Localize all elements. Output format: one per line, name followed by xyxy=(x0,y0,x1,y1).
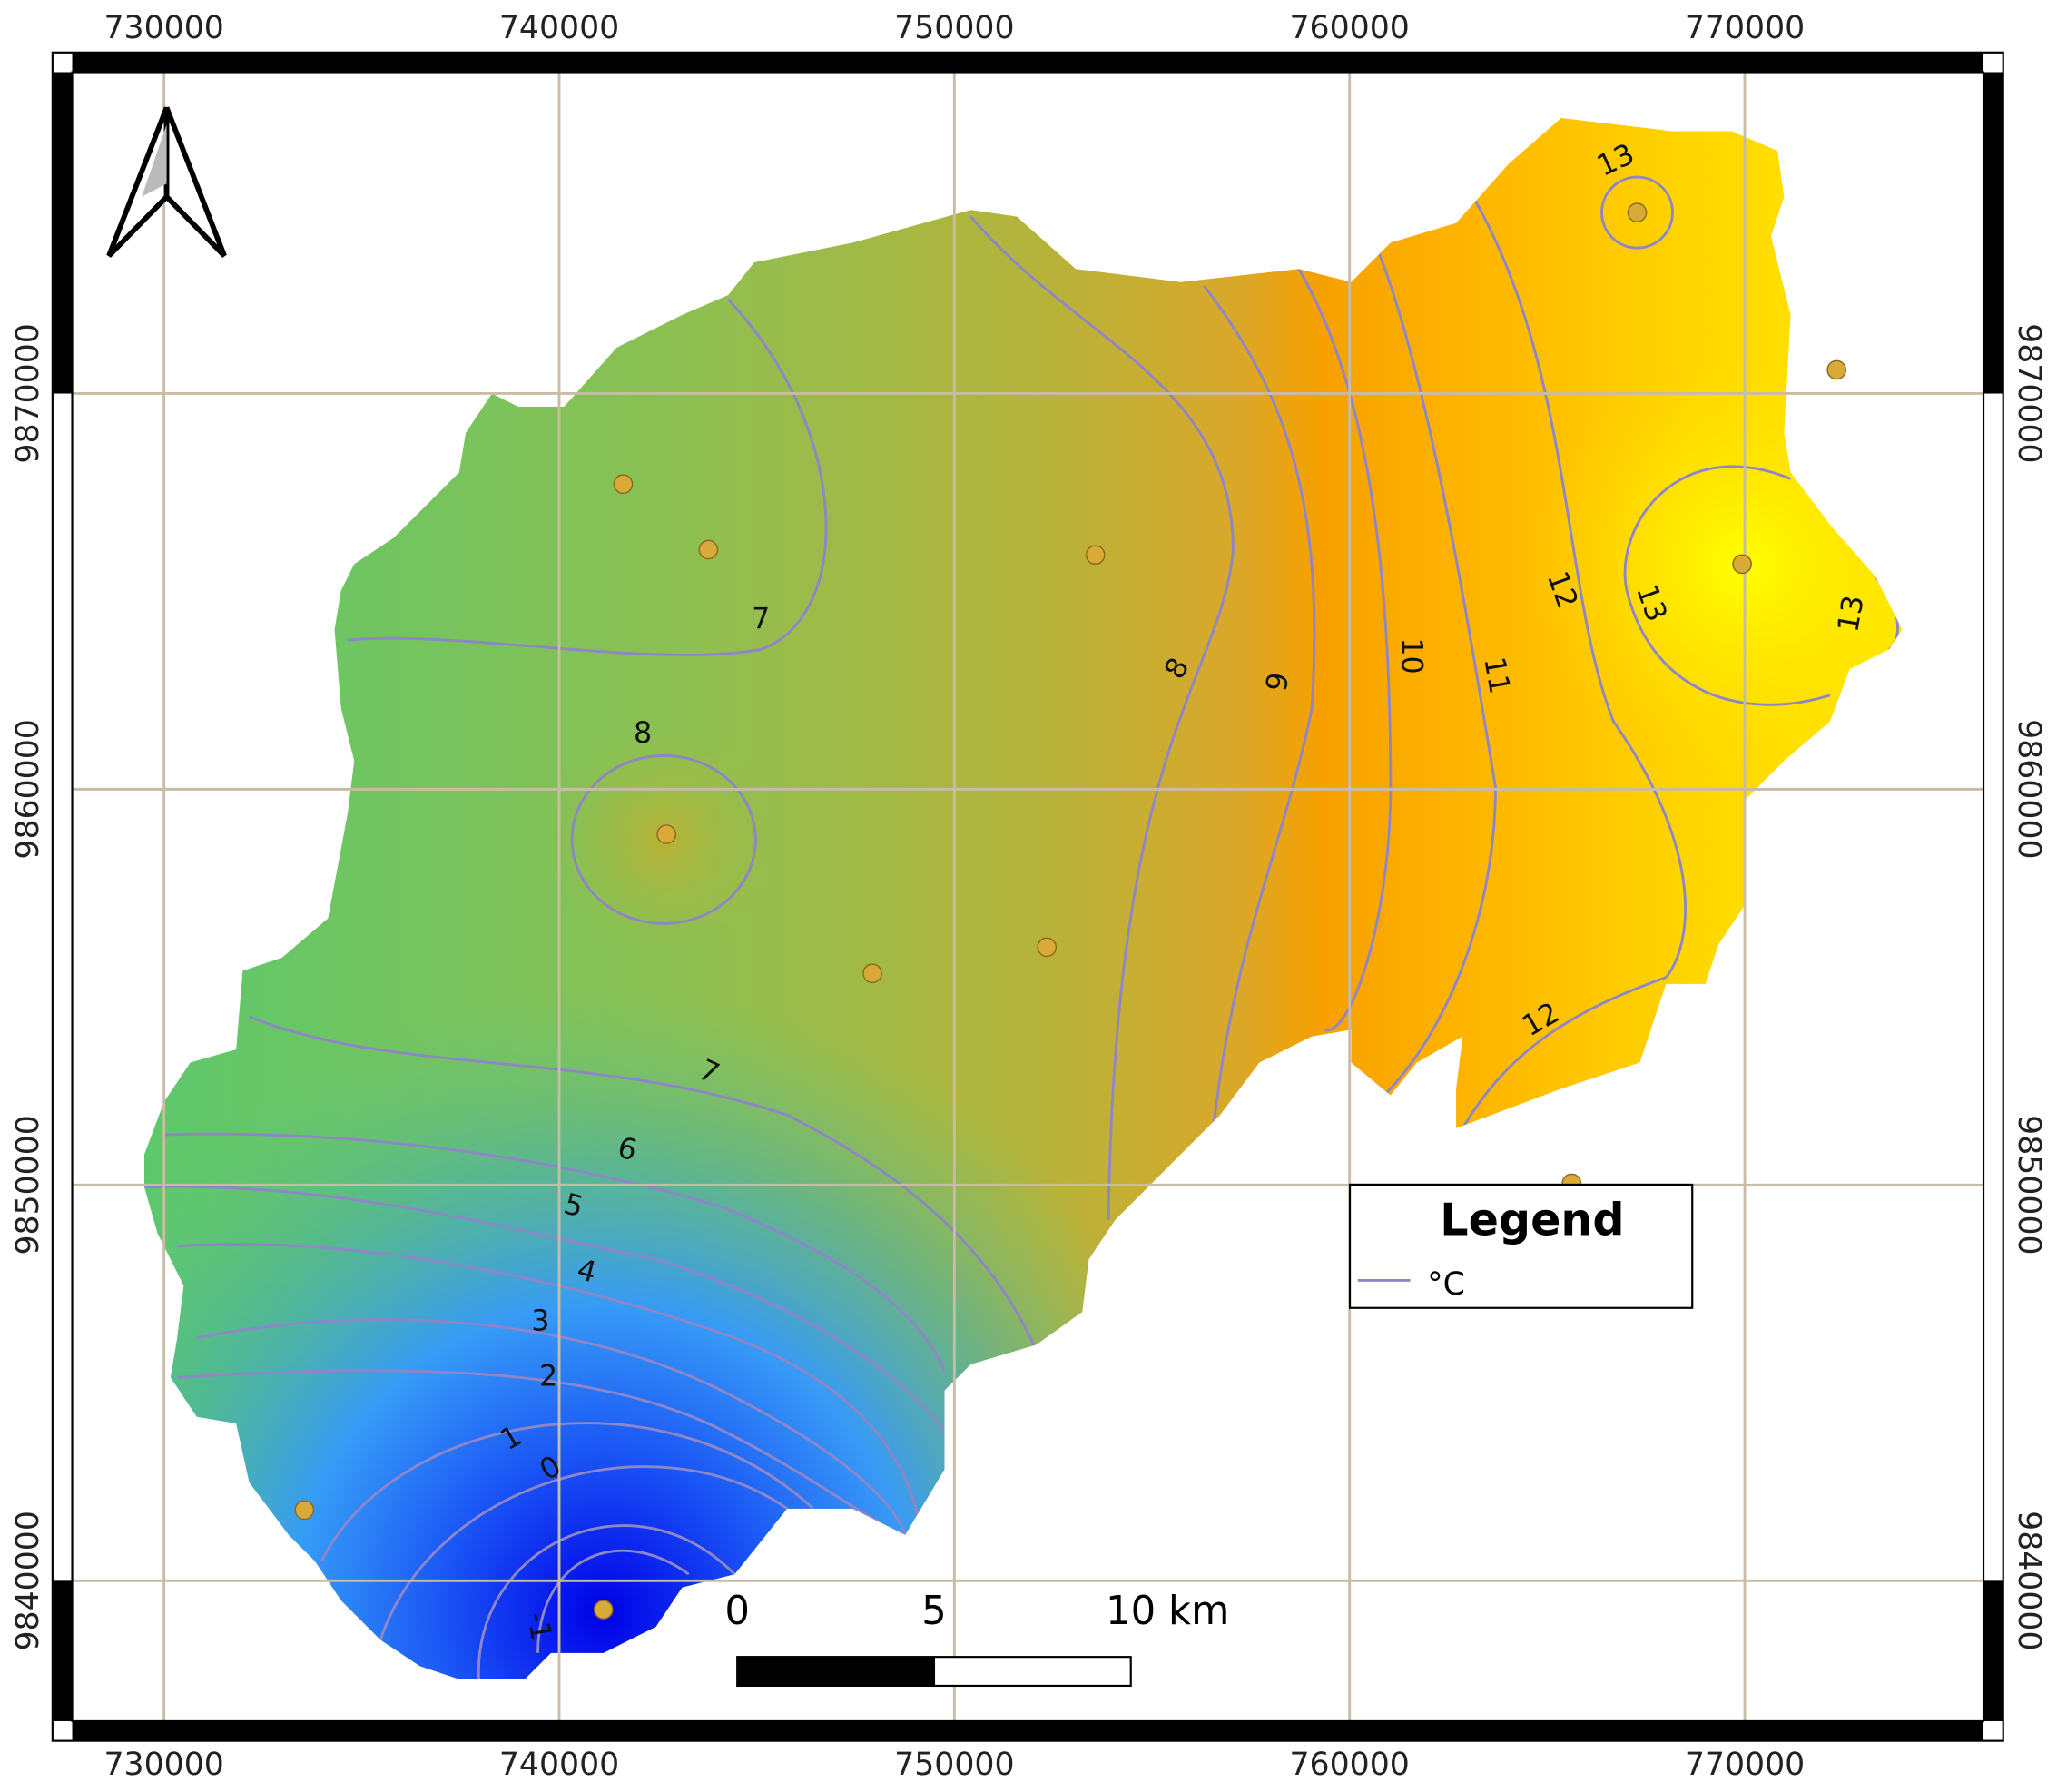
contour-label: 13 xyxy=(1831,593,1870,635)
scale-bar: 0 5 10 km xyxy=(724,1589,1229,1688)
y-tick-label: 9860000 xyxy=(2011,719,2047,859)
y-tick-label: 9850000 xyxy=(2011,1115,2047,1255)
legend: Legend °C xyxy=(1348,1183,1694,1309)
x-tick-label: 770000 xyxy=(1685,1747,1805,1783)
scale-label: 5 xyxy=(921,1589,947,1634)
north-arrow xyxy=(106,106,227,258)
legend-title: Legend xyxy=(1440,1193,1624,1246)
x-tick-label: 740000 xyxy=(499,1747,619,1783)
x-tick-label: 770000 xyxy=(1685,10,1805,46)
contour-lines xyxy=(144,175,1899,1679)
scale-label: 0 xyxy=(724,1589,750,1634)
contour-label: 3 xyxy=(531,1305,549,1338)
x-tick-label: 730000 xyxy=(104,10,224,46)
x-tick-label: 760000 xyxy=(1290,1747,1410,1783)
y-tick-label: 9860000 xyxy=(10,719,46,859)
y-tick-label: 9840000 xyxy=(10,1511,46,1650)
map-frame xyxy=(51,51,2004,1742)
contour-label: 7 xyxy=(752,603,770,636)
y-tick-label: 9870000 xyxy=(2011,323,2047,463)
y-tick-label: 9840000 xyxy=(2011,1511,2047,1650)
scale-label: 10 km xyxy=(1106,1589,1229,1634)
x-tick-label: 760000 xyxy=(1290,10,1410,46)
legend-box xyxy=(1348,1183,1694,1309)
contour-label: 11 xyxy=(1477,655,1516,696)
x-tick-label: 750000 xyxy=(894,1747,1014,1783)
contour-label: 10 xyxy=(1395,637,1429,674)
graticule xyxy=(72,72,1984,1721)
temperature-surface xyxy=(144,118,1903,1679)
y-tick-label: 9850000 xyxy=(10,1115,46,1255)
contour-label: 8 xyxy=(634,716,652,750)
x-tick-label: 730000 xyxy=(104,1747,224,1783)
y-tick-label: 9870000 xyxy=(10,323,46,463)
contour-label: 2 xyxy=(539,1359,557,1393)
legend-label: °C xyxy=(1427,1266,1465,1303)
x-tick-label: 750000 xyxy=(894,10,1014,46)
contour-label: -1 xyxy=(520,1610,558,1644)
x-tick-label: 740000 xyxy=(499,10,619,46)
